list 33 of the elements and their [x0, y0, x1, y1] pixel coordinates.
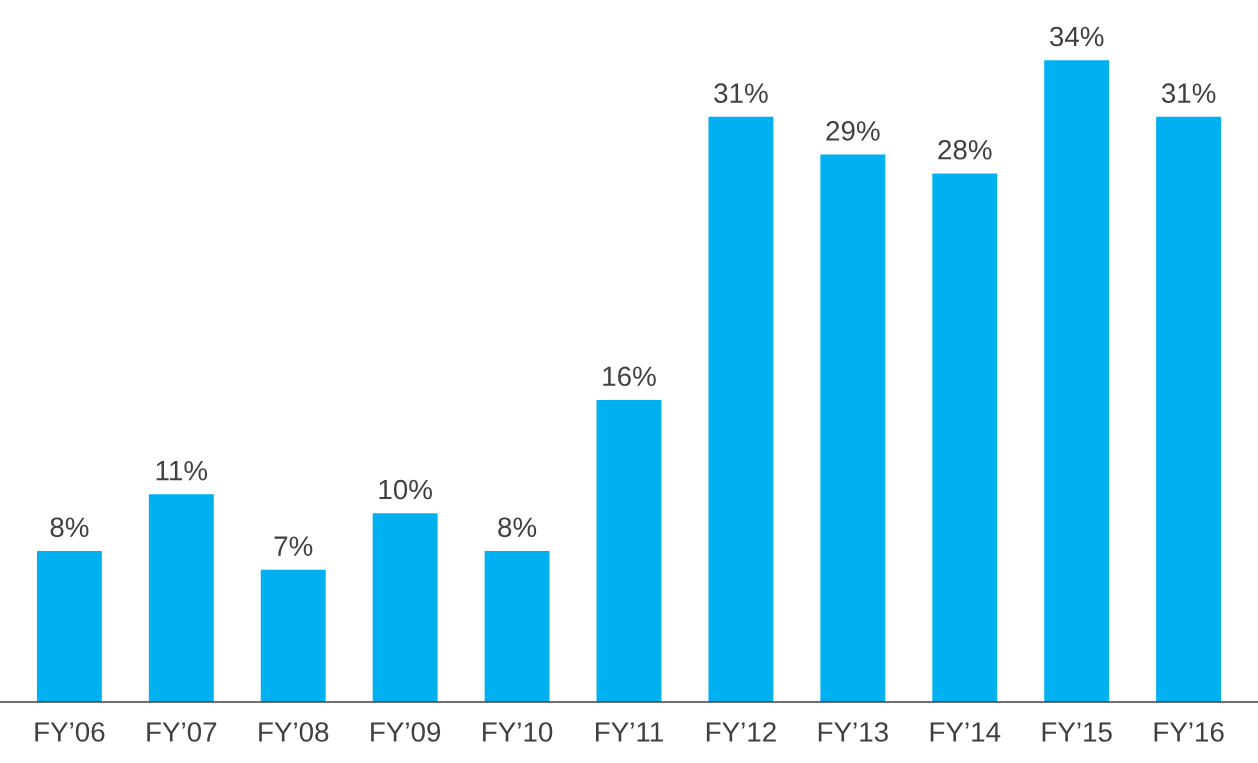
x-tick-label: FY’06: [35, 722, 105, 742]
x-tick-label: FY’16: [1154, 722, 1224, 742]
x-tick-label: FY’07: [147, 722, 217, 742]
bar: [820, 154, 886, 702]
data-label: 31%: [714, 83, 768, 103]
x-tick-label: FY’15: [1042, 722, 1112, 742]
x-tick-label: FY’12: [706, 722, 776, 742]
bar: [148, 494, 214, 702]
x-tick-label: FY’09: [371, 722, 441, 742]
x-tick-label: FY’10: [483, 722, 553, 742]
x-tick-label: FY’08: [259, 722, 329, 742]
bar: [484, 550, 550, 702]
data-label: 28%: [938, 139, 992, 160]
bar: [260, 569, 326, 702]
data-label: 34%: [1049, 26, 1104, 47]
data-label: 10%: [379, 479, 432, 500]
bar: [708, 116, 774, 702]
x-tick-label: FY’14: [930, 722, 1001, 742]
bar: [372, 513, 438, 702]
data-label: 7%: [274, 536, 313, 556]
bar: [36, 550, 102, 702]
x-tick-label: FY’13: [818, 722, 888, 742]
bar: [932, 173, 998, 702]
bar: [596, 399, 662, 702]
data-label: 8%: [50, 517, 89, 538]
bar: [1156, 116, 1222, 702]
data-label: 16%: [603, 366, 656, 387]
data-label: 31%: [1161, 83, 1216, 103]
x-tick-label: FY’11: [596, 722, 663, 742]
bar: [1044, 60, 1110, 702]
data-label: 8%: [498, 517, 537, 538]
data-label: 29%: [826, 121, 880, 141]
data-label: 11%: [156, 460, 208, 481]
